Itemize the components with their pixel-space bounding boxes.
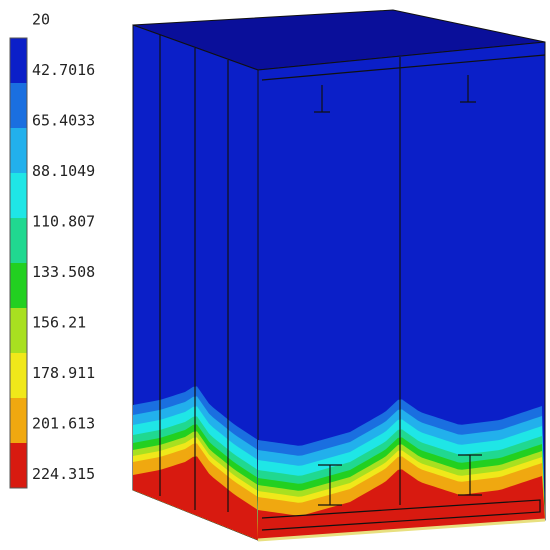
legend-label: 224.315 — [32, 465, 95, 483]
legend-frame — [9, 37, 28, 489]
legend-band — [10, 173, 27, 218]
legend-band — [10, 398, 27, 443]
legend-label: 20 — [32, 11, 50, 29]
legend-label: 201.613 — [32, 415, 95, 433]
legend-label: 42.7016 — [32, 61, 95, 79]
legend-band — [10, 218, 27, 263]
legend-label: 65.4033 — [32, 112, 95, 130]
legend: 20 42.7016 65.4033 88.1049 110.807 133.508 156… — [9, 11, 95, 489]
contour-band — [258, 469, 545, 540]
legend-band — [10, 128, 27, 173]
legend-label: 133.508 — [32, 263, 95, 281]
legend-band — [10, 353, 27, 398]
legend-label: 178.911 — [32, 364, 95, 382]
legend-label: 110.807 — [32, 213, 95, 231]
legend-band — [10, 308, 27, 353]
legend-band — [10, 443, 27, 488]
legend-band — [10, 38, 27, 83]
structure-lines — [159, 35, 546, 542]
legend-band — [10, 263, 27, 308]
legend-label: 88.1049 — [32, 162, 95, 180]
legend-label: 156.21 — [32, 314, 86, 332]
legend-band — [10, 83, 27, 128]
